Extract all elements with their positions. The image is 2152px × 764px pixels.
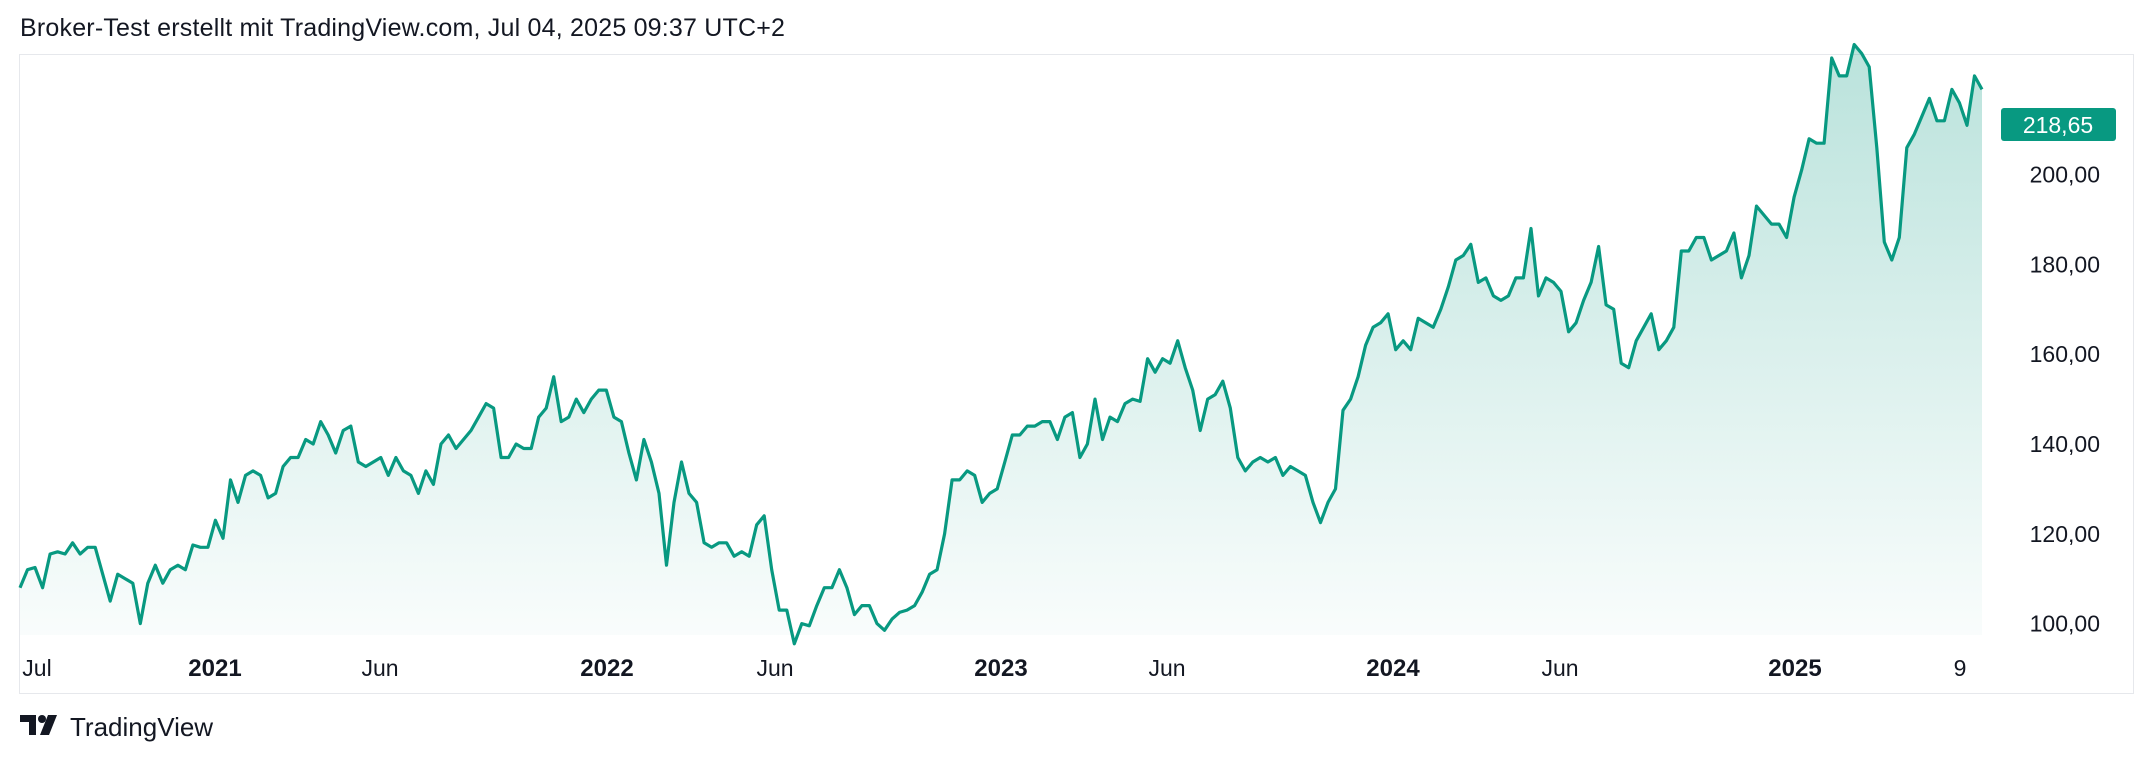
x-tick-label: Jun bbox=[1148, 655, 1185, 681]
x-tick-label: 2022 bbox=[580, 655, 633, 682]
y-tick-label: 120,00 bbox=[2030, 521, 2100, 547]
y-tick-label: 180,00 bbox=[2030, 252, 2100, 278]
x-tick-label: 2021 bbox=[188, 655, 241, 682]
y-tick-label: 160,00 bbox=[2030, 341, 2100, 367]
y-axis: 100,00 120,00 140,00 160,00 180,00 200,00 bbox=[2030, 162, 2100, 637]
x-tick-label: Jul bbox=[22, 655, 51, 681]
last-price-value: 218,65 bbox=[2023, 112, 2093, 138]
y-tick-label: 140,00 bbox=[2030, 431, 2100, 457]
footer: TradingView bbox=[20, 712, 213, 743]
footer-brand[interactable]: TradingView bbox=[70, 712, 214, 742]
chart-caption: Broker-Test erstellt mit TradingView.com… bbox=[20, 14, 786, 42]
x-tick-label: Jun bbox=[756, 655, 793, 681]
y-tick-label: 100,00 bbox=[2030, 611, 2100, 637]
y-tick-label: 200,00 bbox=[2030, 162, 2100, 188]
last-price-label: 218,65 bbox=[2001, 108, 2116, 141]
x-tick-label: 2023 bbox=[974, 655, 1027, 682]
area-fill bbox=[20, 44, 1982, 644]
x-tick-label: 2025 bbox=[1768, 655, 1821, 682]
x-tick-label: Jun bbox=[361, 655, 398, 681]
x-tick-label: Jun bbox=[1541, 655, 1578, 681]
x-tick-label: 9 bbox=[1954, 655, 1967, 681]
tradingview-logo-icon[interactable] bbox=[20, 713, 60, 742]
chart-frame bbox=[19, 54, 2134, 694]
price-line bbox=[18, 42, 1984, 646]
x-axis: Jul 2021 Jun 2022 Jun 2023 Jun 2024 Jun 2025 9 bbox=[22, 655, 1966, 682]
x-tick-label: 2024 bbox=[1366, 655, 1420, 682]
